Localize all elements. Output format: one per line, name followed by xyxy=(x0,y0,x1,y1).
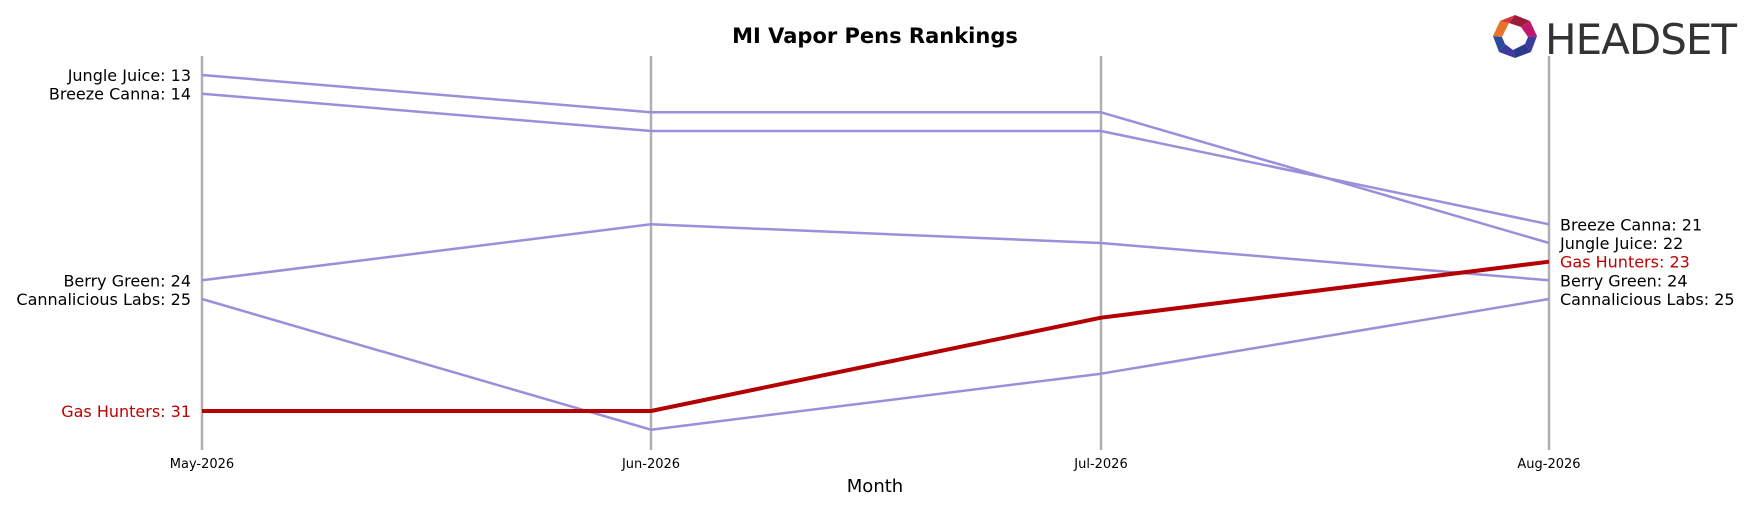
end-label-gas-hunters: Gas Hunters: 23 xyxy=(1560,253,1690,272)
x-axis-ticks: May-2026 Jun-2026 Jul-2026 Aug-2026 xyxy=(170,457,1581,472)
series-line-cannalicious-labs xyxy=(201,297,1550,431)
end-label-jungle-juice: Jungle Juice: 22 xyxy=(1559,234,1683,253)
headset-logo: HEADSET xyxy=(1493,15,1738,64)
series-line-breeze-canna xyxy=(201,92,1550,226)
end-label-breeze-canna: Breeze Canna: 21 xyxy=(1560,215,1702,234)
x-tick-label: Jun-2026 xyxy=(621,457,680,472)
end-label-cannalicious-labs: Cannalicious Labs: 25 xyxy=(1560,290,1735,309)
x-tick-label: May-2026 xyxy=(170,457,234,472)
vertical-gridlines xyxy=(200,56,1551,450)
series-line-berry-green xyxy=(201,223,1550,282)
start-label-cannalicious-labs: Cannalicious Labs: 25 xyxy=(16,290,191,309)
end-label-berry-green: Berry Green: 24 xyxy=(1560,271,1688,290)
series-line-jungle-juice xyxy=(201,73,1550,245)
headset-logo-text: HEADSET xyxy=(1545,15,1737,64)
x-tick-label: Aug-2026 xyxy=(1517,457,1580,472)
start-label-gas-hunters: Gas Hunters: 31 xyxy=(61,402,191,421)
start-label-berry-green: Berry Green: 24 xyxy=(63,271,191,290)
series-lines xyxy=(201,73,1550,431)
start-label-jungle-juice: Jungle Juice: 13 xyxy=(67,66,191,85)
series-line-gas-hunters xyxy=(202,259,1550,413)
start-label-breeze-canna: Breeze Canna: 14 xyxy=(49,85,191,104)
x-axis-label: Month xyxy=(847,476,903,497)
chart-title: MI Vapor Pens Rankings xyxy=(732,24,1018,48)
x-tick-label: Jul-2026 xyxy=(1073,457,1127,472)
headset-logo-icon xyxy=(1493,15,1537,58)
